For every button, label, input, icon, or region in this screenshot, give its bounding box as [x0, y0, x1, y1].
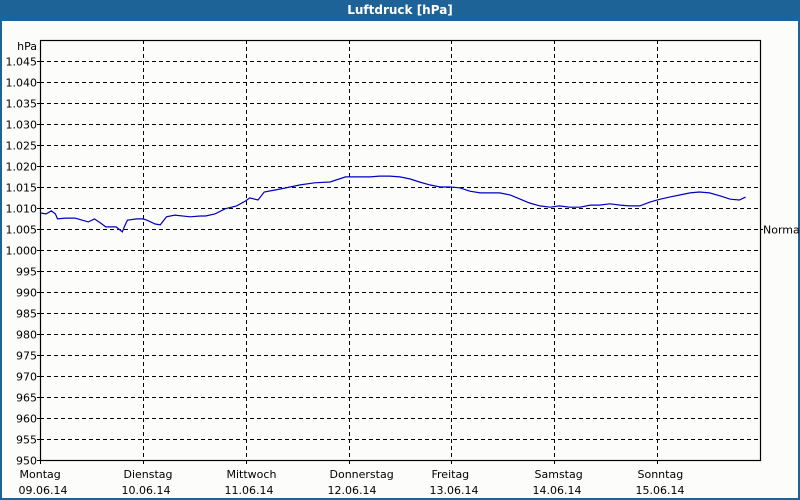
pressure-line [39, 175, 746, 233]
window-title: Luftdruck [hPa] [0, 0, 800, 20]
y-tick-label: 965 [16, 392, 37, 405]
x-tick-day-label: Mittwoch [227, 468, 277, 481]
x-tick-day-label: Freitag [432, 468, 470, 481]
y-tick-label: 980 [16, 329, 37, 342]
y-tick-label: 1.025 [6, 140, 38, 153]
x-tick-day-label: Samstag [535, 468, 583, 481]
x-tick-day-label: Sonntag [638, 468, 684, 481]
x-tick-date-label: 10.06.14 [122, 484, 171, 497]
y-tick-label: 990 [16, 287, 37, 300]
y-tick-label: 950 [16, 455, 37, 468]
plot-frame [39, 39, 762, 462]
x-tick-day-label: Dienstag [124, 468, 173, 481]
y-tick-label: 970 [16, 371, 37, 384]
y-tick-label: 1.015 [6, 182, 38, 195]
x-tick-date-label: 09.06.14 [19, 484, 68, 497]
x-tick-date-label: 14.06.14 [533, 484, 582, 497]
y-tick-label: 1.030 [6, 119, 38, 132]
y-tick-label: 1.040 [6, 77, 38, 90]
y-tick-label: 1.035 [6, 98, 38, 111]
reference-label-normal: Normal [763, 224, 800, 237]
y-tick-label: 985 [16, 308, 37, 321]
y-tick-label: 995 [16, 266, 37, 279]
x-tick-date-label: 13.06.14 [430, 484, 479, 497]
x-tick-day-label: Montag [20, 468, 61, 481]
x-tick-day-label: Donnerstag [330, 468, 394, 481]
y-tick-label: 975 [16, 350, 37, 363]
y-tick-label: 1.020 [6, 161, 38, 174]
y-tick-label: 960 [16, 413, 37, 426]
y-tick-label: 955 [16, 434, 37, 447]
x-tick-date-label: 12.06.14 [328, 484, 377, 497]
x-tick-date-label: 15.06.14 [636, 484, 685, 497]
y-tick-label: 1.000 [6, 245, 38, 258]
y-tick-label: 1.045 [6, 56, 38, 69]
x-tick-date-label: 11.06.14 [225, 484, 274, 497]
y-tick-label: 1.005 [6, 224, 38, 237]
y-axis-unit-label: hPa [17, 40, 37, 53]
y-tick-label: 1.010 [6, 203, 38, 216]
